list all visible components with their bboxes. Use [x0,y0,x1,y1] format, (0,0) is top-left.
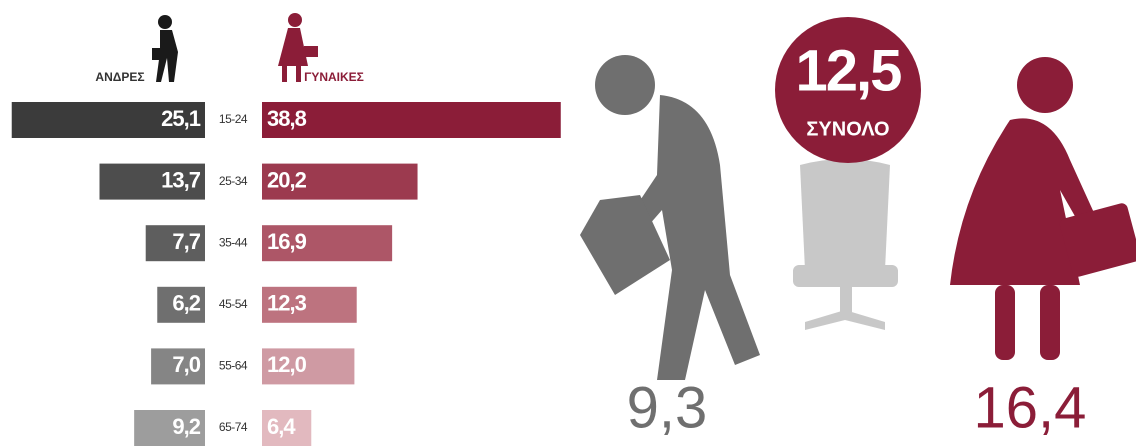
man-icon [152,15,178,82]
bar [11,102,206,138]
age-label: 45-54 [219,297,248,311]
age-label: 65-74 [219,420,248,434]
total-caption: ΣΥΝΟΛΟ [806,118,889,140]
age-label: 35-44 [219,235,248,249]
value-label: 7,7 [172,229,200,254]
bar [262,163,418,200]
age-label: 55-64 [219,359,248,373]
woman-icon [278,13,318,82]
women-total: 16,4 [974,375,1087,440]
age-label: 15-24 [219,112,248,126]
chair [793,159,898,330]
legend-women: ΓΥΝΑΙΚΕΣ [304,70,364,84]
bar [262,286,357,323]
man-figure [580,55,760,380]
men-total: 9,3 [627,375,708,440]
bar [262,348,355,385]
value-label: 9,2 [172,414,200,439]
value-label: 38,8 [267,106,307,131]
value-label: 6,4 [267,414,296,439]
value-label: 12,3 [267,291,307,316]
value-label: 7,0 [172,352,200,377]
bar [99,163,205,200]
woman-figure [950,57,1136,360]
age-label: 25-34 [219,174,248,188]
value-label: 13,7 [161,167,201,192]
value-label: 12,0 [267,352,307,377]
legend-men: ΑΝΔΡΕΣ [95,70,144,84]
bar [134,410,205,446]
total-badge [775,17,921,163]
value-label: 20,2 [267,167,307,192]
bar [151,348,205,385]
bar [262,410,312,446]
bar [262,225,393,262]
total-value: 12,5 [796,38,902,103]
bar [157,286,205,323]
value-label: 6,2 [172,291,200,316]
bar [145,225,205,262]
value-label: 25,1 [161,106,201,131]
bar [262,102,561,138]
value-label: 16,9 [267,229,307,254]
